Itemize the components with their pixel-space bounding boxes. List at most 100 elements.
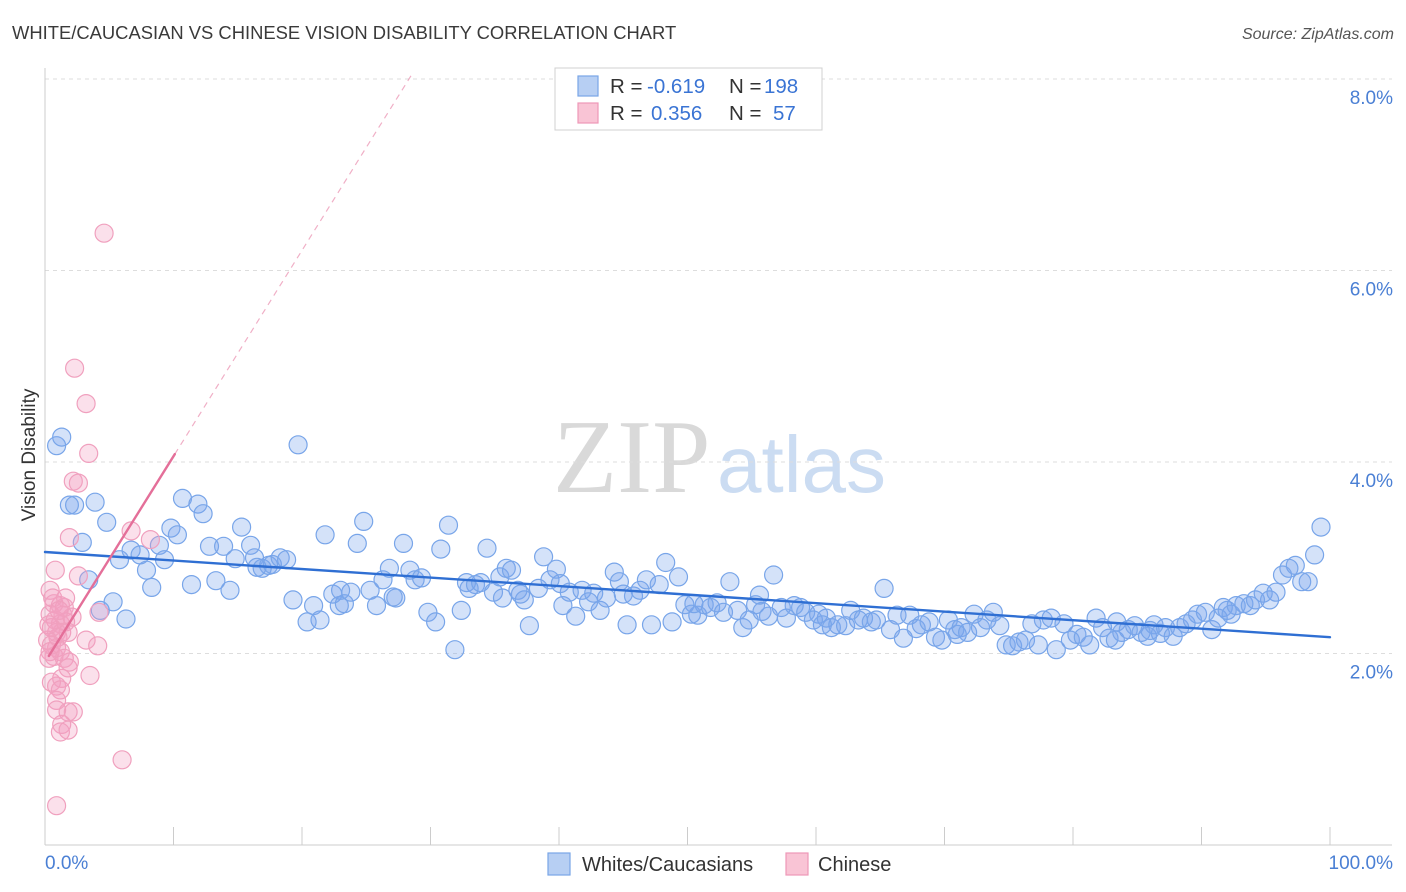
legend-r-value-whites: -0.619 (647, 75, 705, 98)
whites-caucasians-point (519, 616, 540, 636)
whites-caucasians-point (613, 584, 633, 604)
whites-caucasians-point (459, 578, 479, 599)
whites-caucasians-point (749, 585, 770, 605)
chinese-point (76, 630, 96, 650)
chinese-point (112, 750, 132, 770)
chinese-point (89, 602, 109, 622)
whites-caucasians-point (707, 593, 727, 613)
whites-caucasians-point (379, 558, 399, 578)
whites-caucasians-trend-line (43, 550, 1332, 639)
chinese-point (76, 394, 96, 414)
whites-caucasians-point (1187, 604, 1208, 624)
legend-r-label: R = (610, 102, 642, 125)
chinese-point (59, 527, 80, 548)
chinese-point (55, 588, 76, 608)
whites-caucasians-point (188, 494, 208, 514)
source-credit: Source: ZipAtlas.com (1242, 26, 1394, 43)
chinese-point (50, 680, 71, 700)
chinese-point (94, 223, 114, 243)
legend-r-label: R = (610, 75, 642, 98)
chinese-point (45, 560, 65, 580)
whites-caucasians-point (866, 610, 887, 630)
legend-swatch-chinese (577, 102, 599, 124)
whites-caucasians-point (418, 602, 438, 622)
whites-caucasians-point (193, 504, 213, 524)
trend-lines (43, 73, 1332, 658)
whites-caucasians-point (668, 567, 689, 587)
chinese-point (58, 720, 78, 740)
whites-caucasians-point (445, 640, 465, 660)
chinese-point (58, 658, 78, 678)
whites-caucasians-point (1240, 595, 1260, 616)
whites-caucasians-point (1080, 635, 1100, 655)
whites-caucasians-point (393, 533, 414, 554)
chinese-point (68, 473, 89, 493)
whites-caucasians-point (684, 594, 704, 614)
watermark-zip: ZIP (553, 398, 711, 515)
whites-caucasians-point (167, 525, 187, 545)
whites-caucasians-point (828, 615, 848, 635)
chinese-point (140, 529, 160, 550)
chinese-point (46, 796, 67, 816)
chinese-point (63, 702, 83, 722)
legend-swatch-whites (577, 75, 599, 97)
whites-caucasians-point (835, 616, 856, 636)
chinese-point (59, 652, 80, 672)
y-tick-labels: 2.0% 4.0% 6.0% 8.0% (1350, 88, 1393, 684)
whites-caucasians-point (64, 495, 85, 515)
whites-caucasians-point (641, 615, 662, 635)
whites-caucasians-point (636, 570, 657, 590)
chinese-point (49, 600, 69, 621)
whites-caucasians-point (241, 535, 261, 555)
whites-caucasians-point (1304, 545, 1325, 565)
whites-caucasians-point (220, 580, 240, 600)
whites-caucasians-point (181, 574, 202, 595)
whites-caucasians-point (366, 595, 387, 616)
chinese-point (64, 358, 85, 378)
whites-caucasians-point (136, 560, 157, 580)
whites-caucasians-point (1266, 582, 1286, 602)
scatter-points (37, 223, 1331, 816)
whites-caucasians-point (438, 515, 459, 535)
y-tick-label: 4.0% (1350, 471, 1393, 492)
whites-caucasians-point (354, 511, 374, 532)
whites-caucasians-point (1028, 635, 1048, 655)
whites-caucasians-point (1015, 630, 1036, 650)
whites-caucasians-point (331, 580, 351, 600)
correlation-legend: R = -0.619 N = 198 R = 0.356 N = 57 (554, 67, 823, 131)
whites-caucasians-point (383, 587, 403, 607)
whites-caucasians-point (1292, 572, 1312, 592)
legend-r-value-chinese: 0.356 (651, 102, 702, 125)
series-legend: Whites/Caucasians Chinese (547, 852, 891, 876)
whites-caucasians-point (262, 554, 282, 575)
whites-caucasians-point (116, 609, 136, 629)
gridlines (45, 78, 1392, 654)
x-tick-label: 0.0% (45, 853, 88, 874)
whites-caucasians-point (604, 562, 624, 582)
whites-caucasians-point (97, 512, 117, 532)
whites-caucasians-point (206, 571, 226, 591)
whites-caucasians-point (1009, 632, 1029, 652)
whites-caucasians-point (1226, 595, 1246, 616)
x-tick-label: 100.0% (1329, 853, 1394, 874)
axes (44, 68, 1392, 846)
whites-caucasians-point (1245, 590, 1266, 610)
whites-caucasians-point (649, 574, 669, 595)
whites-caucasians-point (812, 615, 833, 635)
chinese-point (39, 648, 59, 668)
whites-caucasians-point (893, 628, 914, 648)
whites-caucasians-point (656, 552, 676, 573)
whites-caucasians-point (510, 584, 531, 604)
whites-caucasians-point (85, 492, 105, 512)
whites-caucasians-point (1046, 640, 1066, 660)
whites-caucasians-point (546, 559, 567, 579)
legend-n-label: N = (729, 75, 761, 98)
whites-caucasians-point (572, 580, 592, 600)
watermark: ZIP atlas (553, 398, 886, 515)
whites-caucasians-point (911, 615, 932, 635)
whites-caucasians-point (103, 592, 123, 612)
whites-caucasians-point (304, 595, 324, 616)
y-axis-title: Vision Disability (19, 388, 40, 521)
whites-caucasians-point (315, 525, 335, 545)
